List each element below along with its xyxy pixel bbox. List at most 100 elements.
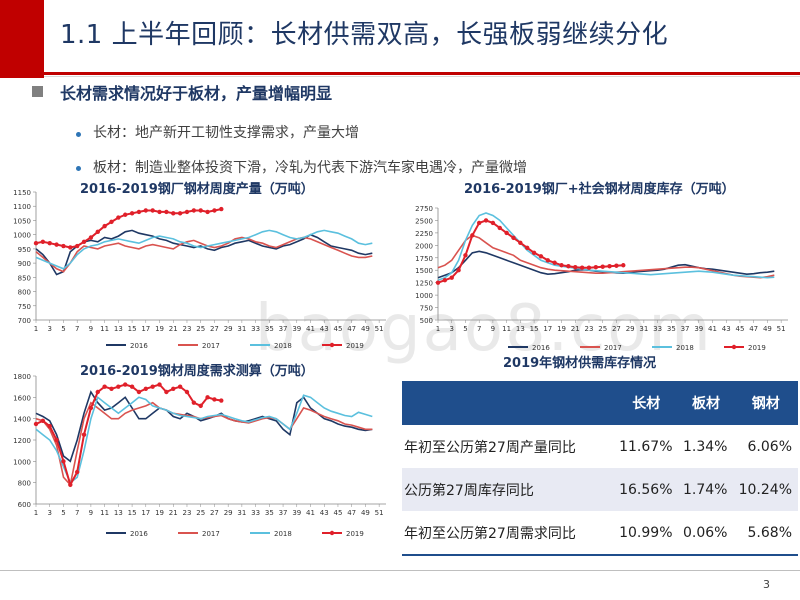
x-tick-label: 1 <box>436 325 440 333</box>
data-point-2019 <box>463 253 468 258</box>
x-tick-label: 29 <box>224 509 233 517</box>
y-tick-label: 1250 <box>415 280 433 288</box>
x-tick-label: 9 <box>491 325 495 333</box>
data-point-2019 <box>109 386 114 391</box>
data-point-2019 <box>88 405 94 411</box>
data-point-2019 <box>600 264 605 269</box>
x-tick-label: 15 <box>530 325 539 333</box>
x-tick-label: 7 <box>75 509 79 517</box>
y-tick-label: 750 <box>18 303 31 311</box>
data-point-2019 <box>593 265 599 270</box>
cell-steel: 6.06% <box>747 438 792 455</box>
data-point-2019 <box>212 208 217 213</box>
x-tick-label: 29 <box>224 325 233 333</box>
data-point-2019 <box>614 263 619 268</box>
data-point-2019 <box>177 211 183 216</box>
row-label: 年初至公历第27周产量同比 <box>404 439 576 456</box>
x-tick-label: 39 <box>292 509 301 517</box>
slide-title: 1.1 上半年回顾：长材供需双高，长强板弱继续分化 <box>60 20 669 50</box>
x-tick-label: 41 <box>708 325 717 333</box>
data-point-2019 <box>435 280 441 285</box>
y-tick-label: 800 <box>18 289 31 297</box>
data-point-2019 <box>586 265 592 270</box>
data-point-2019 <box>81 432 87 437</box>
watermark: baogao8.com <box>255 292 713 366</box>
y-tick-label: 850 <box>18 274 31 282</box>
x-tick-label: 45 <box>333 325 342 333</box>
x-tick-label: 15 <box>128 325 137 333</box>
x-tick-label: 11 <box>502 325 511 333</box>
data-point-2019 <box>184 209 190 215</box>
x-tick-label: 25 <box>598 325 607 333</box>
series-line-2017 <box>35 401 373 487</box>
x-tick-label: 27 <box>210 325 219 333</box>
table-title: 2019年钢材供需库存情况 <box>503 356 657 371</box>
title-accent-bar <box>0 0 44 78</box>
x-tick-label: 25 <box>196 509 205 517</box>
data-point-2019 <box>129 384 135 389</box>
chart-title-inventory: 2016-2019钢厂+社会钢材周度库存（万吨） <box>464 178 735 197</box>
cell-long-steel: 10.99% <box>614 511 679 556</box>
data-point-2019 <box>191 208 197 213</box>
data-point-2019 <box>198 403 203 409</box>
x-tick-label: 27 <box>612 325 621 333</box>
data-point-2019 <box>621 263 626 268</box>
cell-long-steel: 16.56% <box>614 468 679 511</box>
x-tick-label: 3 <box>47 509 51 517</box>
data-point-2019 <box>47 241 52 246</box>
x-tick-label: 35 <box>667 325 676 333</box>
data-point-2019 <box>68 245 73 250</box>
data-point-2019 <box>123 212 128 217</box>
data-point-2019 <box>74 243 80 249</box>
data-point-2019 <box>40 418 46 423</box>
table-row: 年初至公历第27周产量同比 11.67% 1.34% 6.06% <box>402 425 798 468</box>
x-tick-label: 21 <box>571 325 580 333</box>
x-tick-label: 41 <box>306 325 315 333</box>
y-tick-label: 1000 <box>13 232 31 240</box>
series-line-2019 <box>437 219 624 284</box>
x-tick-label: 47 <box>347 325 356 333</box>
x-tick-label: 31 <box>639 325 648 333</box>
cell-long-steel: 11.67% <box>619 438 673 455</box>
x-tick-label: 1 <box>34 325 38 333</box>
cell-steel: 10.24% <box>733 468 798 511</box>
x-tick-label: 27 <box>210 509 219 517</box>
data-point-2019 <box>559 263 564 268</box>
data-point-2019 <box>164 209 169 215</box>
x-tick-label: 11 <box>100 509 109 517</box>
x-tick-label: 5 <box>61 509 65 517</box>
legend-label-2018: 2018 <box>676 344 694 352</box>
x-tick-label: 13 <box>114 509 123 517</box>
data-point-2019 <box>61 243 66 249</box>
data-point-2019 <box>490 220 496 226</box>
x-tick-label: 9 <box>89 509 93 517</box>
x-tick-label: 31 <box>237 325 246 333</box>
legend-label-2019: 2019 <box>748 344 766 352</box>
series-line-2017 <box>35 236 373 273</box>
bullet-item-flat-steel: 板材：制造业整体投资下滑，冷轧为代表下游汽车家电遇冷，产量微增 <box>93 160 527 176</box>
y-tick-label: 1400 <box>13 416 31 424</box>
y-tick-label: 2500 <box>415 217 433 225</box>
x-tick-label: 49 <box>361 509 370 517</box>
data-point-2019 <box>81 239 87 244</box>
legend-label-2016: 2016 <box>130 342 148 350</box>
data-point-2019 <box>33 421 39 427</box>
data-point-2019 <box>157 382 162 387</box>
data-point-2019 <box>54 437 59 443</box>
x-tick-label: 23 <box>183 509 192 517</box>
y-tick-label: 1800 <box>13 373 31 381</box>
data-point-2019 <box>143 386 149 391</box>
data-point-2019 <box>150 384 155 389</box>
data-point-2019 <box>518 240 523 246</box>
row-label: 年初至公历第27周需求同比 <box>402 511 614 556</box>
x-tick-label: 19 <box>155 325 164 333</box>
y-tick-label: 600 <box>18 501 31 509</box>
bullet-dot-icon <box>76 166 81 171</box>
data-point-2019 <box>143 208 149 213</box>
data-point-2019 <box>102 384 107 389</box>
x-tick-label: 39 <box>292 325 301 333</box>
x-tick-label: 39 <box>694 325 703 333</box>
data-point-2019 <box>68 482 73 487</box>
data-point-2019 <box>219 206 224 212</box>
